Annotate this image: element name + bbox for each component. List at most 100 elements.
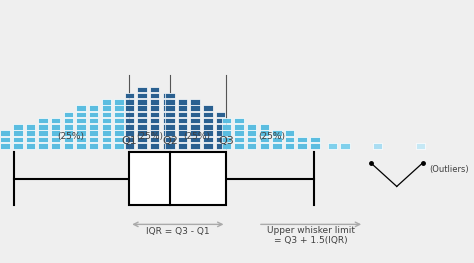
Bar [125, 99, 134, 105]
Bar [165, 130, 175, 136]
Bar [150, 99, 159, 105]
Bar [203, 112, 213, 117]
Text: Q2: Q2 [162, 136, 178, 146]
Bar [76, 124, 86, 130]
Bar [163, 105, 172, 111]
Bar [89, 112, 99, 117]
Bar [222, 137, 231, 142]
Bar [125, 130, 134, 136]
Bar [125, 105, 134, 111]
Bar [165, 105, 175, 111]
Bar [234, 143, 244, 149]
Bar [101, 112, 111, 117]
Bar [26, 137, 35, 142]
Bar [51, 118, 61, 123]
Bar [89, 118, 99, 123]
Bar [137, 143, 147, 149]
Bar [38, 130, 48, 136]
Bar [272, 137, 282, 142]
Bar [125, 137, 134, 142]
Bar [101, 130, 111, 136]
Bar [129, 153, 227, 205]
Bar [285, 143, 294, 149]
Bar [101, 105, 111, 111]
Bar [137, 124, 147, 130]
Bar [203, 130, 213, 136]
Bar [165, 99, 175, 105]
Bar [114, 130, 124, 136]
Bar [191, 99, 200, 105]
Bar [163, 118, 172, 123]
Bar [64, 124, 73, 130]
Bar [13, 137, 23, 142]
Bar [26, 130, 35, 136]
Bar [216, 112, 225, 117]
Bar [150, 118, 159, 123]
Bar [89, 124, 99, 130]
Bar [165, 137, 175, 142]
Bar [38, 143, 48, 149]
Bar [64, 118, 73, 123]
Bar [101, 99, 111, 105]
Bar [216, 124, 225, 130]
Bar [137, 93, 147, 98]
Bar [222, 118, 231, 123]
Text: IQR = Q3 - Q1: IQR = Q3 - Q1 [146, 227, 210, 236]
Bar [137, 99, 147, 105]
Bar [191, 137, 200, 142]
Bar [64, 130, 73, 136]
Bar [191, 105, 200, 111]
Bar [416, 143, 425, 149]
Bar [137, 87, 147, 92]
Bar [114, 124, 124, 130]
Bar [125, 118, 134, 123]
Bar [373, 143, 383, 149]
Bar [76, 143, 86, 149]
Bar [216, 143, 225, 149]
Bar [298, 143, 307, 149]
Bar [178, 118, 187, 123]
Bar [150, 137, 159, 142]
Bar [234, 124, 244, 130]
Bar [191, 112, 200, 117]
Bar [0, 137, 10, 142]
Bar [247, 130, 256, 136]
Bar [137, 112, 147, 117]
Bar [203, 105, 213, 111]
Bar [51, 143, 61, 149]
Bar [137, 137, 147, 142]
Bar [191, 130, 200, 136]
Bar [165, 93, 175, 98]
Bar [13, 143, 23, 149]
Bar [203, 143, 213, 149]
Bar [222, 124, 231, 130]
Bar [247, 137, 256, 142]
Bar [26, 124, 35, 130]
Bar [101, 118, 111, 123]
Bar [247, 143, 256, 149]
Bar [114, 143, 124, 149]
Bar [0, 143, 10, 149]
Bar [76, 105, 86, 111]
Bar [178, 124, 187, 130]
Bar [234, 130, 244, 136]
Bar [247, 124, 256, 130]
Bar [137, 130, 147, 136]
Text: Q1: Q1 [121, 136, 137, 146]
Text: (25%): (25%) [183, 132, 210, 141]
Bar [178, 130, 187, 136]
Bar [216, 118, 225, 123]
Bar [38, 137, 48, 142]
Bar [272, 143, 282, 149]
Bar [26, 143, 35, 149]
Bar [38, 124, 48, 130]
Bar [64, 143, 73, 149]
Bar [260, 124, 269, 130]
Bar [101, 143, 111, 149]
Bar [203, 124, 213, 130]
Bar [203, 118, 213, 123]
Bar [125, 124, 134, 130]
Bar [178, 137, 187, 142]
Bar [234, 118, 244, 123]
Bar [114, 99, 124, 105]
